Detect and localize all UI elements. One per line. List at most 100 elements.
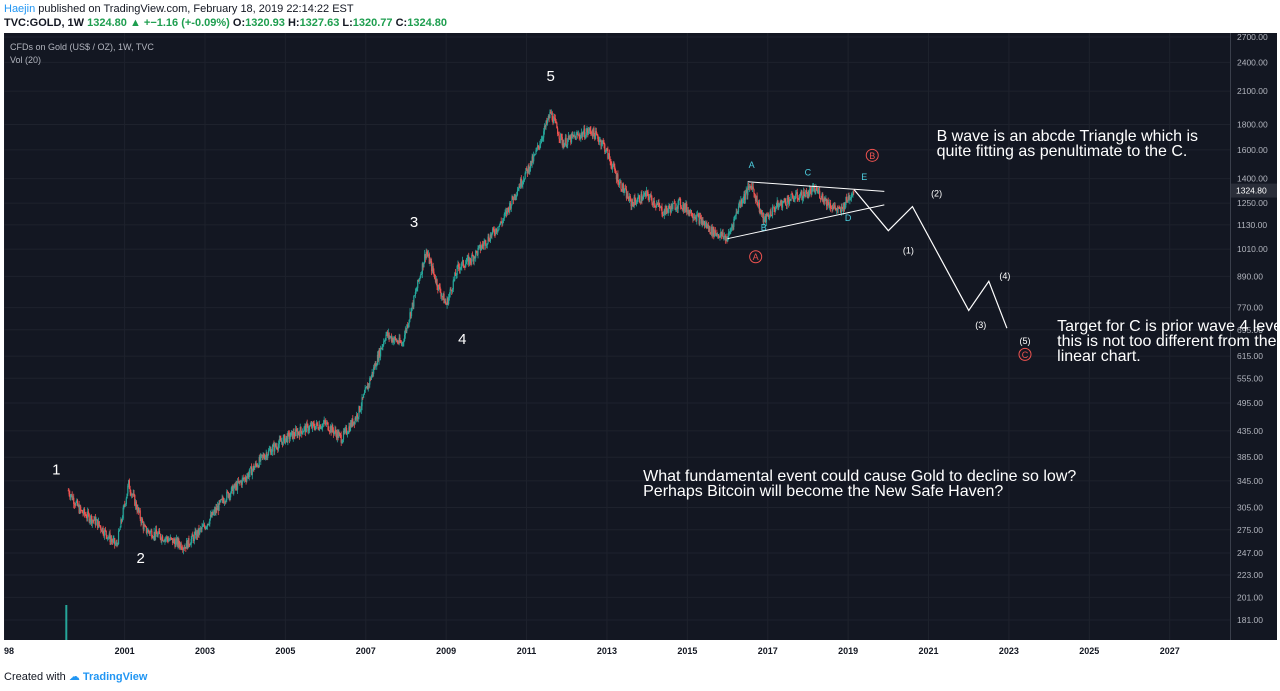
candle-body	[264, 455, 267, 460]
candle-body	[527, 165, 529, 174]
candle-body	[148, 529, 150, 532]
candle-body	[528, 165, 530, 172]
candle-body	[807, 193, 809, 198]
projection-label: (5)	[1019, 336, 1030, 346]
candle-body	[790, 193, 792, 201]
candle-body	[680, 206, 682, 209]
volume-indicator-label[interactable]: Vol (20)	[10, 55, 42, 65]
time-axis[interactable]: 1998 2001 2003 2005 2007 2009 2011 2013 2015 2017…	[0, 640, 1276, 664]
candle-body	[127, 485, 129, 494]
candle-body	[260, 454, 263, 456]
candle-body	[134, 495, 136, 506]
candle-body	[730, 227, 733, 229]
candle-body	[538, 146, 540, 148]
time-axis-scale: 1998 2001 2003 2005 2007 2009 2011 2013 2015 2017…	[0, 646, 1180, 656]
triangle-label: B	[761, 223, 767, 233]
candle-body	[277, 444, 280, 450]
candle-body	[318, 428, 320, 430]
candle-body	[850, 198, 852, 200]
candle-body	[753, 189, 755, 194]
candle-body	[90, 515, 92, 521]
candle-body	[673, 202, 675, 204]
candle-body	[444, 301, 446, 304]
candle-body	[691, 215, 693, 217]
candle-body	[148, 531, 151, 534]
candle-body	[418, 278, 420, 282]
candle-body	[325, 422, 327, 424]
candle-body	[703, 221, 705, 225]
tradingview-brand[interactable]: TradingView	[82, 671, 148, 683]
candle-body	[480, 248, 482, 251]
candle-body	[608, 153, 610, 159]
candle-body	[281, 441, 283, 443]
candle-body	[265, 453, 267, 456]
candle-body	[410, 312, 412, 317]
candle-body	[489, 234, 491, 242]
candle-body	[335, 433, 338, 439]
candle-body	[726, 237, 728, 242]
candle-body	[374, 362, 376, 369]
candle-body	[429, 261, 431, 264]
candle-body	[291, 431, 294, 439]
candle-body	[706, 223, 708, 229]
close-label: C:	[395, 17, 408, 29]
candle-body	[508, 208, 510, 212]
candle-body	[684, 204, 686, 210]
candle-body	[358, 406, 360, 417]
candle-body	[598, 140, 600, 143]
candle-body	[170, 537, 172, 539]
candle-body	[829, 203, 831, 208]
candle-body	[687, 210, 689, 215]
candle-body	[542, 137, 544, 139]
candle-body	[79, 506, 81, 514]
chart-pane[interactable]: 1 2 3 4 5 A B C D E (1) (2) (3) (4) (5) A B C	[3, 33, 1230, 640]
candle-body	[677, 200, 679, 209]
candle-body	[555, 121, 557, 123]
candle-body	[417, 279, 419, 289]
price-plot[interactable]: 1 2 3 4 5 A B C D E (1) (2) (3) (4) (5) A B C	[3, 33, 1230, 640]
candle-body	[720, 231, 722, 235]
price-tick-label: 181.00	[1237, 615, 1263, 625]
candle-body	[819, 190, 821, 198]
candle-body	[129, 488, 131, 493]
candle-body	[294, 435, 296, 437]
candle-body	[511, 196, 513, 205]
projection-label: (1)	[903, 245, 914, 255]
author-link[interactable]: Haejin	[4, 3, 36, 15]
candle-body	[796, 192, 798, 199]
candle-body	[612, 163, 614, 167]
candle-body	[781, 202, 784, 208]
candle-body	[315, 422, 318, 427]
candle-body	[163, 540, 165, 542]
candle-body	[496, 230, 498, 232]
candle-body	[126, 493, 128, 499]
price-axis[interactable]: 2700.00 2400.00 2100.00 1800.00 1600.00 1400.…	[1230, 32, 1277, 640]
candle-body	[658, 202, 660, 206]
candle-body	[209, 514, 212, 519]
candle-body	[584, 128, 586, 138]
candle-body	[823, 197, 825, 203]
candle-body	[793, 199, 795, 201]
candle-body	[659, 206, 662, 209]
candle-body	[525, 168, 527, 174]
candle-body	[248, 473, 250, 478]
candle-body	[443, 293, 445, 304]
candle-body	[434, 273, 436, 279]
candle-body	[805, 190, 807, 197]
candle-body	[444, 301, 447, 304]
candle-body	[211, 511, 213, 517]
candle-body	[547, 115, 549, 120]
candle-body	[628, 198, 630, 201]
candle-body	[274, 443, 277, 447]
candle-body	[553, 117, 556, 119]
candle-body	[201, 526, 203, 530]
up-arrow-icon: ▲	[129, 17, 141, 29]
candle-body	[454, 272, 456, 280]
candle-body	[145, 526, 147, 528]
candle-body	[646, 190, 648, 192]
candle-body	[100, 529, 103, 532]
candle-body	[362, 397, 364, 399]
candle-body	[434, 278, 437, 282]
candle-body	[714, 230, 716, 235]
candle-body	[206, 526, 208, 528]
